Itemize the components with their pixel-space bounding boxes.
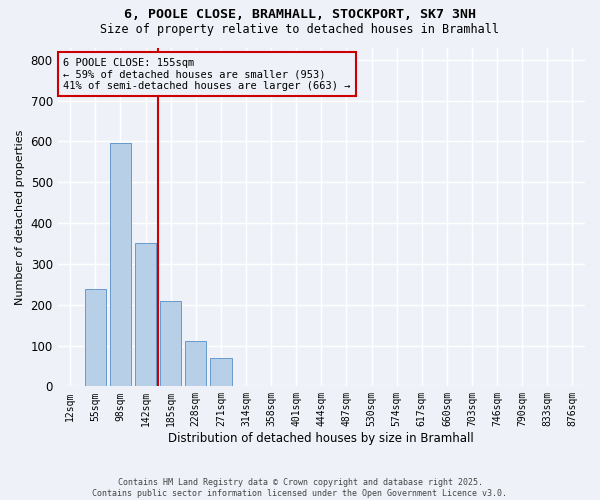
Bar bbox=[185, 342, 206, 386]
Text: 6 POOLE CLOSE: 155sqm
← 59% of detached houses are smaller (953)
41% of semi-det: 6 POOLE CLOSE: 155sqm ← 59% of detached … bbox=[63, 58, 350, 91]
Text: Size of property relative to detached houses in Bramhall: Size of property relative to detached ho… bbox=[101, 22, 499, 36]
Bar bbox=[110, 144, 131, 386]
Bar bbox=[135, 244, 156, 386]
Y-axis label: Number of detached properties: Number of detached properties bbox=[15, 129, 25, 304]
Bar bbox=[210, 358, 232, 386]
Text: 6, POOLE CLOSE, BRAMHALL, STOCKPORT, SK7 3NH: 6, POOLE CLOSE, BRAMHALL, STOCKPORT, SK7… bbox=[124, 8, 476, 20]
Text: Contains HM Land Registry data © Crown copyright and database right 2025.
Contai: Contains HM Land Registry data © Crown c… bbox=[92, 478, 508, 498]
Bar bbox=[160, 300, 181, 386]
X-axis label: Distribution of detached houses by size in Bramhall: Distribution of detached houses by size … bbox=[169, 432, 474, 445]
Bar bbox=[85, 289, 106, 386]
